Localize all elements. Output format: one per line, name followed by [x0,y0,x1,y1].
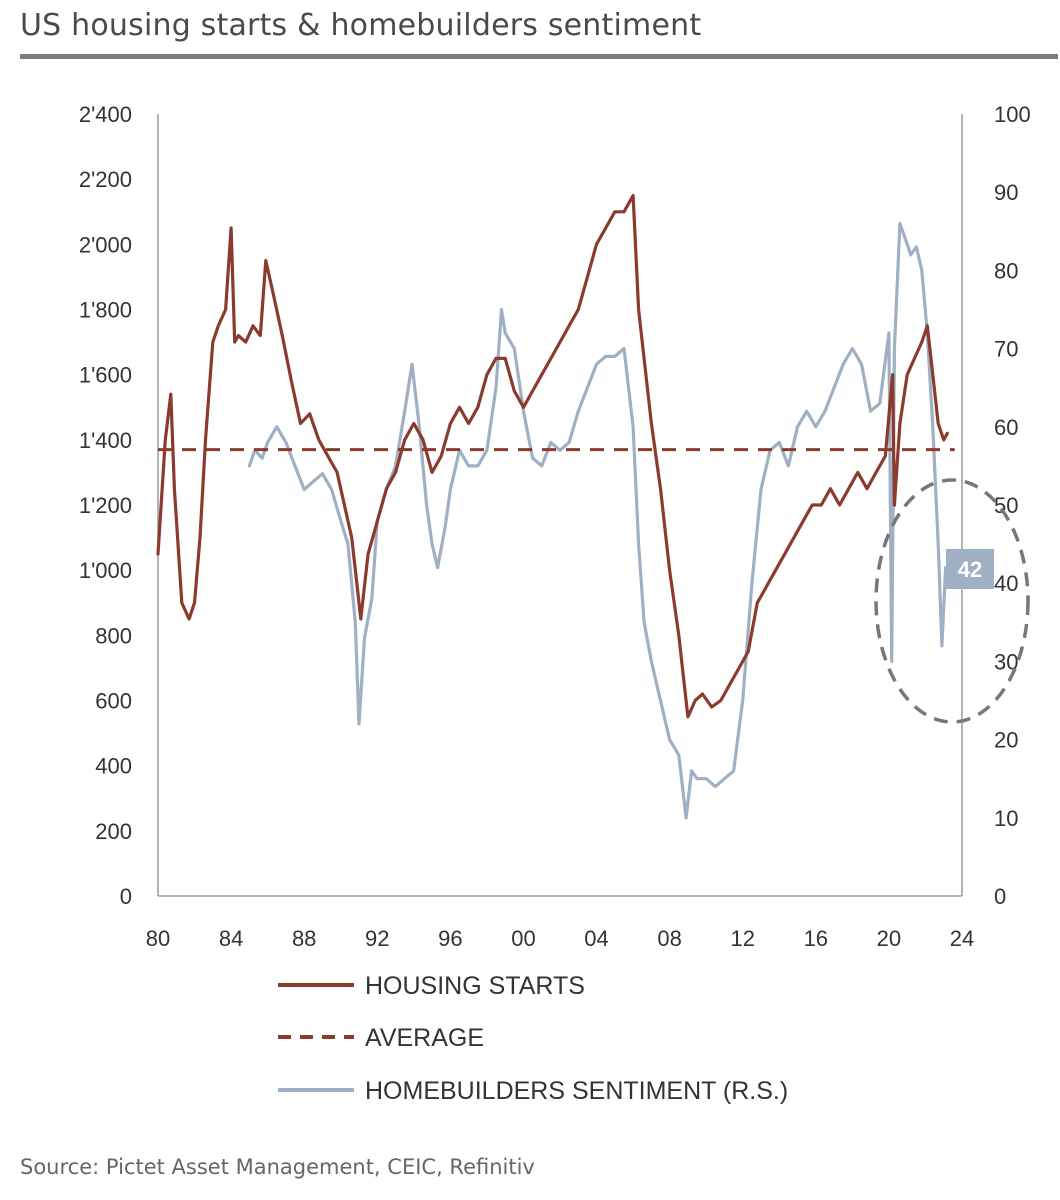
right-tick-label: 100 [994,102,1031,127]
latest-value-badge [946,549,994,589]
x-axis-ticks: 80 84 88 92 96 00 04 08 12 16 20 24 [146,926,974,951]
title-rule [20,54,1058,59]
x-tick-label: 12 [730,926,754,951]
right-tick-label: 70 [994,337,1018,362]
right-tick-label: 60 [994,415,1018,440]
left-tick-label: 1'000 [79,558,132,583]
axes [157,114,963,897]
x-tick-label: 24 [950,926,974,951]
left-tick-label: 2'400 [79,102,132,127]
highlight-ellipse [874,478,1030,724]
legend-label: HOUSING STARTS [365,972,585,1000]
x-tick-label: 84 [219,926,243,951]
series-layer [156,193,955,820]
x-tick-label: 88 [292,926,316,951]
left-tick-label: 0 [120,884,132,909]
legend-label: HOMEBUILDERS SENTIMENT (R.S.) [365,1077,788,1105]
housing-starts-line [156,193,950,719]
x-tick-label: 92 [365,926,389,951]
x-tick-label: 00 [511,926,535,951]
left-tick-label: 400 [95,754,132,779]
legend-label: AVERAGE [365,1024,484,1052]
right-tick-label: 40 [994,571,1018,596]
left-tick-label: 2'200 [79,167,132,192]
right-tick-label: 80 [994,258,1018,283]
source-note: Source: Pictet Asset Management, CEIC, R… [20,1155,535,1179]
left-tick-label: 1'800 [79,298,132,323]
x-tick-label: 04 [584,926,608,951]
left-tick-label: 200 [95,819,132,844]
left-tick-label: 1'400 [79,428,132,453]
left-tick-label: 800 [95,623,132,648]
x-tick-label: 20 [877,926,901,951]
annotation-layer: 42 [874,478,1030,724]
x-tick-label: 16 [804,926,828,951]
left-tick-label: 600 [95,689,132,714]
homebuilders-sentiment-r-s-line [247,221,948,820]
chart-title: US housing starts & homebuilders sentime… [20,8,702,43]
latest-value-badge-text: 42 [958,557,982,582]
right-tick-label: 10 [994,806,1018,831]
x-tick-label: 80 [146,926,170,951]
left-tick-label: 2'000 [79,232,132,257]
left-axis-ticks: 0 200 400 600 800 1'000 1'200 1'400 1'600 1'800 2'… [79,102,132,909]
legend: HOUSING STARTS AVERAGE HOMEBUILDERS SENTIM… [278,972,788,1105]
x-tick-label: 96 [438,926,462,951]
left-tick-label: 1'200 [79,493,132,518]
left-tick-label: 1'600 [79,363,132,388]
right-tick-label: 90 [994,180,1018,205]
right-tick-label: 20 [994,728,1018,753]
x-tick-label: 08 [657,926,681,951]
right-tick-label: 0 [994,884,1006,909]
